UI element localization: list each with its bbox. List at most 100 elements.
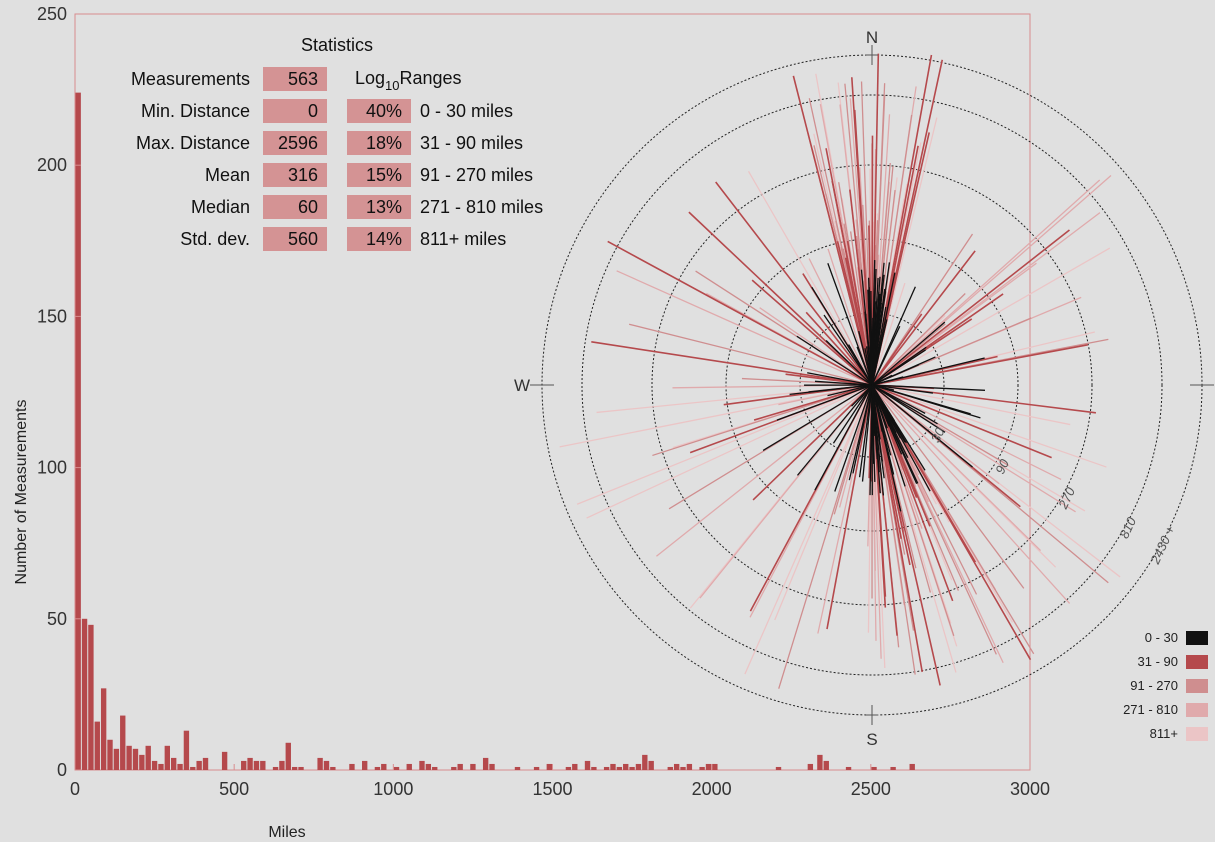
histogram-bar xyxy=(151,760,158,770)
polar-ray xyxy=(871,179,1101,386)
histogram-bar xyxy=(591,766,597,770)
stats-title: Statistics xyxy=(301,35,373,55)
ring-label: 90 xyxy=(992,456,1012,476)
polar-ray xyxy=(871,274,885,386)
stat-value-box xyxy=(263,227,327,251)
y-tick-label: 50 xyxy=(47,609,67,629)
histogram-bar xyxy=(120,715,126,770)
histogram-bar xyxy=(406,763,412,770)
histogram-bar xyxy=(482,757,489,770)
polar-ray xyxy=(871,384,934,394)
legend-swatch xyxy=(1186,703,1208,717)
histogram-bar xyxy=(807,763,814,770)
stat-value-box xyxy=(263,131,327,155)
polar-ray xyxy=(871,384,1062,481)
histogram-bar xyxy=(470,763,476,770)
polar-ray xyxy=(834,384,873,492)
stat-value-box xyxy=(263,99,327,123)
polar-ray xyxy=(871,247,1111,386)
legend-label: 811+ xyxy=(1150,726,1178,741)
y-tick-label: 200 xyxy=(37,155,67,175)
x-tick-label: 2000 xyxy=(692,779,732,799)
histogram-bar xyxy=(584,760,591,770)
log-ranges-header: Log10Ranges xyxy=(355,68,462,93)
polar-ray xyxy=(827,248,873,386)
statistics-panel: Statistics Log10Ranges Measurements 563 Min.… xyxy=(131,35,543,251)
range-pct: 15% xyxy=(366,165,402,185)
polar-ray xyxy=(871,313,923,386)
polar-ray xyxy=(852,384,873,474)
histogram-bar xyxy=(317,757,323,770)
histogram-bar xyxy=(699,766,705,770)
histogram-bar xyxy=(419,760,425,770)
stat-row-label: Mean xyxy=(205,165,250,185)
histogram-bar xyxy=(330,766,336,770)
histogram-bar xyxy=(680,766,686,770)
polar-ray xyxy=(871,384,946,433)
histogram-bar xyxy=(190,766,196,770)
stat-row-value: 60 xyxy=(298,197,318,217)
histogram-bar xyxy=(817,754,823,770)
range-label: 31 - 90 miles xyxy=(420,133,523,153)
range-pct-box xyxy=(347,227,411,251)
polar-ray xyxy=(762,384,873,451)
histogram-bar xyxy=(565,766,572,770)
range-pct-box xyxy=(347,131,411,155)
legend-label: 31 - 90 xyxy=(1138,654,1178,669)
range-label: 811+ miles xyxy=(420,229,506,249)
polar-ray xyxy=(871,250,976,386)
polar-ray xyxy=(871,384,881,494)
polar-ray xyxy=(856,346,873,386)
polar-ray xyxy=(785,373,873,386)
polar-ray xyxy=(832,384,873,444)
histogram-bar xyxy=(196,760,202,770)
stat-row-label: Min. Distance xyxy=(141,101,250,121)
polar-ray xyxy=(776,384,873,421)
polar-ray xyxy=(871,384,895,422)
polar-ray xyxy=(871,384,885,479)
stat-row-label: Std. dev. xyxy=(180,229,250,249)
polar-ray xyxy=(871,384,1025,589)
polar-ray xyxy=(805,311,873,386)
polar-ray xyxy=(871,384,986,391)
legend-label: 271 - 810 xyxy=(1123,702,1178,717)
polar-ray xyxy=(871,293,966,386)
histogram-bar xyxy=(323,760,330,770)
histogram-bar xyxy=(88,624,94,770)
histogram-bar xyxy=(514,766,521,770)
polar-ray xyxy=(825,340,873,386)
histogram-bar xyxy=(616,766,623,770)
polar-ray xyxy=(796,335,873,386)
range-pct: 13% xyxy=(366,197,402,217)
polar-ray xyxy=(871,384,1076,513)
histogram-bar xyxy=(845,766,852,770)
polar-ray xyxy=(591,341,873,386)
polar-ray xyxy=(871,384,1071,604)
histogram-bar xyxy=(241,760,247,770)
histogram-bar xyxy=(381,763,387,770)
stat-row-value: 563 xyxy=(288,69,318,89)
histogram-bar xyxy=(629,766,635,770)
range-pct: 14% xyxy=(366,229,402,249)
stat-value-box xyxy=(263,195,327,219)
polar-ray xyxy=(871,282,906,386)
histogram-bar xyxy=(202,757,209,770)
histogram-bar xyxy=(285,742,291,770)
y-tick-label: 250 xyxy=(37,4,67,24)
histogram-bar xyxy=(451,766,457,770)
compass-n: N xyxy=(866,28,878,47)
polar-ray xyxy=(871,384,973,468)
histogram-bar xyxy=(603,766,610,770)
stat-value-box xyxy=(263,163,327,187)
histogram-bar xyxy=(374,766,381,770)
ring-label: 810 xyxy=(1116,514,1139,541)
stat-row-label: Median xyxy=(191,197,250,217)
histogram-bar xyxy=(890,766,896,770)
histogram-bar xyxy=(610,763,616,770)
polar-ray xyxy=(871,349,926,386)
polar-ray xyxy=(871,229,1070,386)
ring-label: 30 xyxy=(928,425,948,445)
histogram-bar xyxy=(623,763,629,770)
polar-ray xyxy=(871,321,946,386)
